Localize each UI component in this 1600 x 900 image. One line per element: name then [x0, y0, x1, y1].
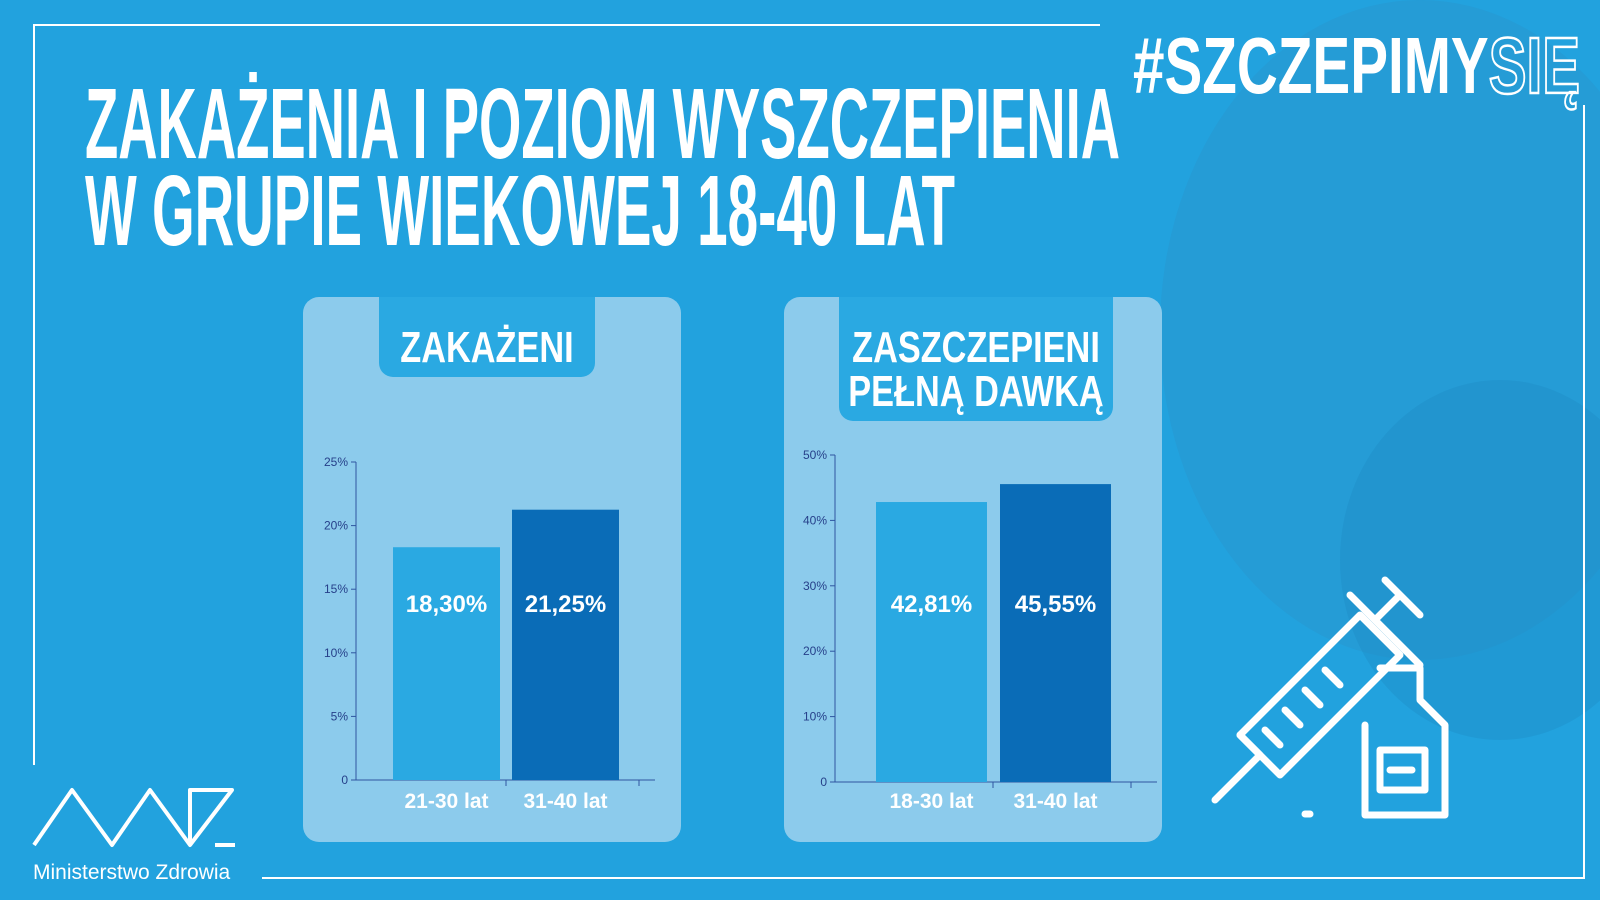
frame [33, 24, 1585, 879]
y-tick-label: 10% [803, 710, 827, 724]
value-label: 21,25% [525, 591, 606, 618]
chart-title: ZAKAŻENI [400, 323, 573, 372]
y-tick-label: 20% [803, 644, 827, 658]
x-tick-label: 21-30 lat [404, 790, 488, 813]
hashtag: #SZCZEPIMYSIĘ [1133, 21, 1580, 110]
y-tick-label: 0 [820, 775, 827, 789]
frame-line [262, 105, 1585, 879]
photo-shade [1160, 0, 1600, 660]
y-tick-label: 0 [341, 773, 348, 787]
title-line: ZAKAŻENIA I POZIOM WYSZCZEPIENIA [85, 68, 1120, 180]
x-tick-label: 31-40 lat [1013, 790, 1097, 813]
chart-title: PEŁNĄ DAWKĄ [848, 367, 1103, 416]
y-tick-label: 25% [324, 455, 348, 469]
value-label: 18,30% [406, 591, 487, 618]
logo-mark [32, 788, 235, 847]
bar [393, 547, 500, 780]
frame-line [33, 24, 1100, 765]
bar [876, 502, 987, 782]
bar [1000, 484, 1111, 782]
y-tick-label: 10% [324, 646, 348, 660]
y-tick-label: 20% [324, 519, 348, 533]
hashtag-main: #SZCZEPIMY [1133, 21, 1489, 110]
x-tick-label: 31-40 lat [523, 790, 607, 813]
y-tick-label: 30% [803, 579, 827, 593]
y-tick-label: 40% [803, 513, 827, 527]
value-label: 45,55% [1015, 591, 1096, 618]
syringe-icon [1211, 576, 1449, 819]
title-line: W GRUPIE WIEKOWEJ 18-40 LAT [85, 155, 955, 267]
chart-tab [379, 297, 595, 317]
y-tick-label: 50% [803, 448, 827, 462]
bar [512, 509, 619, 780]
y-tick-label: 5% [331, 709, 349, 723]
chart-tab [839, 297, 1113, 317]
x-tick-label: 18-30 lat [889, 790, 973, 813]
value-label: 42,81% [891, 591, 972, 618]
y-tick-label: 15% [324, 582, 348, 596]
hashtag-outline: SIĘ [1489, 21, 1580, 110]
chart-tab [839, 297, 1113, 421]
logo-text: Ministerstwo Zdrowia [33, 861, 231, 884]
chart-title: ZASZCZEPIENI [852, 323, 1100, 372]
